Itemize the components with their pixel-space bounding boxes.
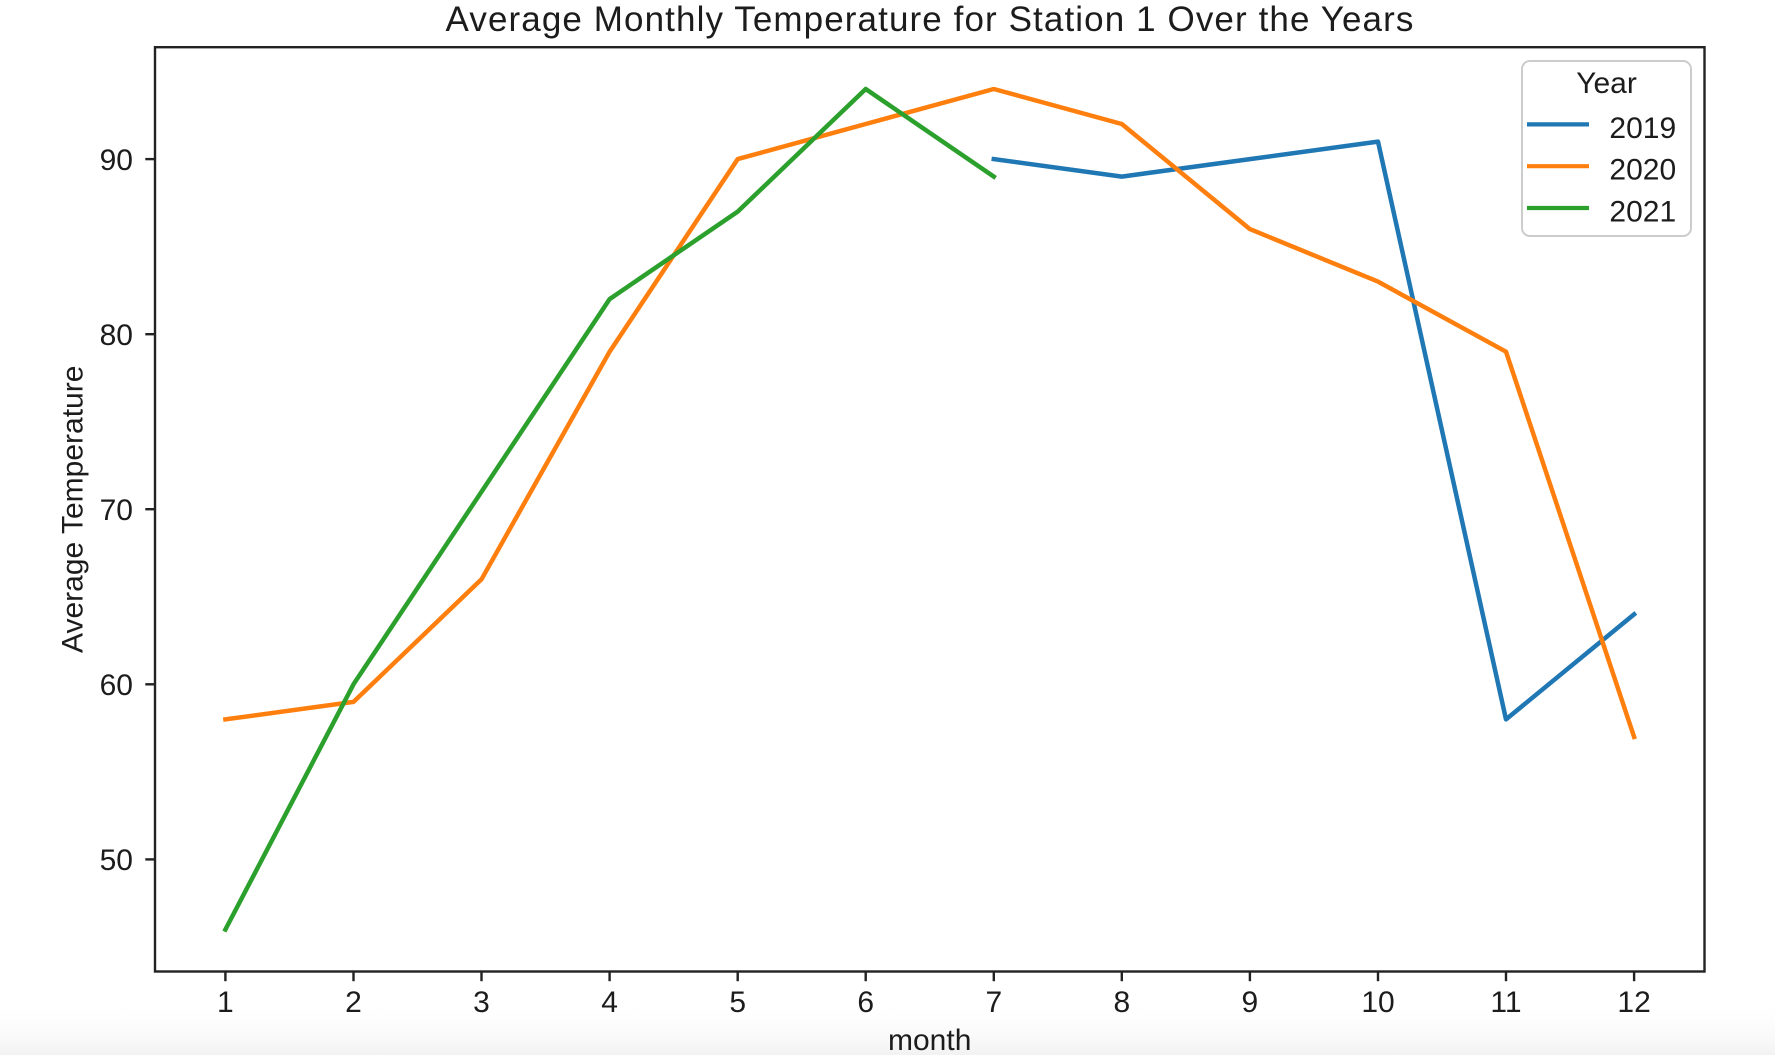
svg-text:5: 5 (729, 986, 746, 1019)
svg-text:6: 6 (857, 986, 874, 1019)
svg-text:Year: Year (1576, 67, 1637, 100)
svg-text:3: 3 (473, 986, 490, 1019)
svg-text:2020: 2020 (1609, 154, 1676, 187)
svg-text:12: 12 (1617, 986, 1650, 1019)
svg-text:2: 2 (345, 986, 362, 1019)
svg-text:8: 8 (1113, 986, 1130, 1019)
svg-text:month: month (888, 1024, 971, 1055)
svg-text:60: 60 (100, 669, 133, 702)
svg-text:11: 11 (1490, 986, 1521, 1019)
svg-text:80: 80 (100, 319, 133, 352)
svg-text:7: 7 (985, 986, 1002, 1019)
svg-text:10: 10 (1361, 986, 1394, 1019)
svg-text:90: 90 (100, 144, 133, 177)
svg-text:50: 50 (100, 844, 133, 877)
svg-text:2019: 2019 (1609, 112, 1676, 145)
svg-text:Average Monthly Temperature fo: Average Monthly Temperature for Station … (446, 0, 1415, 39)
svg-text:2021: 2021 (1609, 195, 1676, 228)
svg-text:Average Temperature: Average Temperature (57, 366, 90, 653)
svg-text:4: 4 (601, 986, 618, 1019)
svg-text:70: 70 (100, 494, 133, 527)
svg-text:1: 1 (217, 986, 234, 1019)
svg-text:9: 9 (1242, 986, 1259, 1019)
